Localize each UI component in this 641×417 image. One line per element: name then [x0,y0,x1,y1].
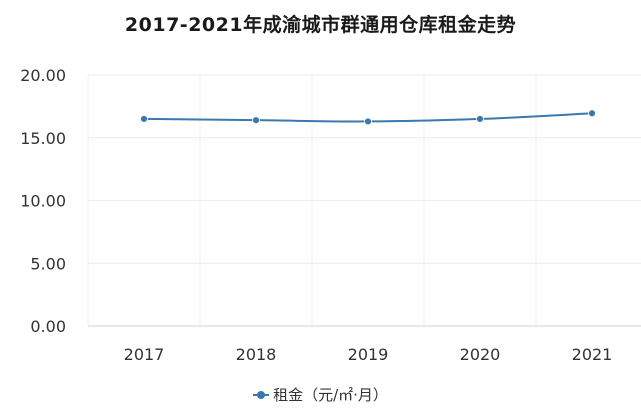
y-tick-label: 10.00 [20,192,66,211]
x-tick-label: 2019 [348,345,389,364]
y-tick-label: 5.00 [30,254,66,273]
y-tick-label: 0.00 [30,317,66,336]
series-layer [140,109,596,126]
x-tick-label: 2017 [124,345,165,364]
data-point [140,115,148,123]
x-tick-label: 2018 [236,345,277,364]
chart-title: 2017-2021年成渝城市群通用仓库租金走势 [124,14,517,36]
legend-line-marker-icon [253,390,270,400]
data-point [476,115,484,123]
axis-layer: 0.00 5.00 10.00 15.00 20.00 2017 2018 2019 2020 2… [20,66,612,364]
data-point [364,117,372,126]
x-tick-label: 2021 [572,345,613,364]
grid-layer [87,74,641,327]
data-point [588,109,596,118]
y-tick-label: 20.00 [20,66,66,85]
legend-label: 租金（元/㎡·月） [273,386,388,404]
x-tick-label: 2020 [460,345,501,364]
data-point [252,116,260,125]
y-tick-label: 15.00 [20,129,66,148]
legend[interactable]: 租金（元/㎡·月） [0,384,641,405]
